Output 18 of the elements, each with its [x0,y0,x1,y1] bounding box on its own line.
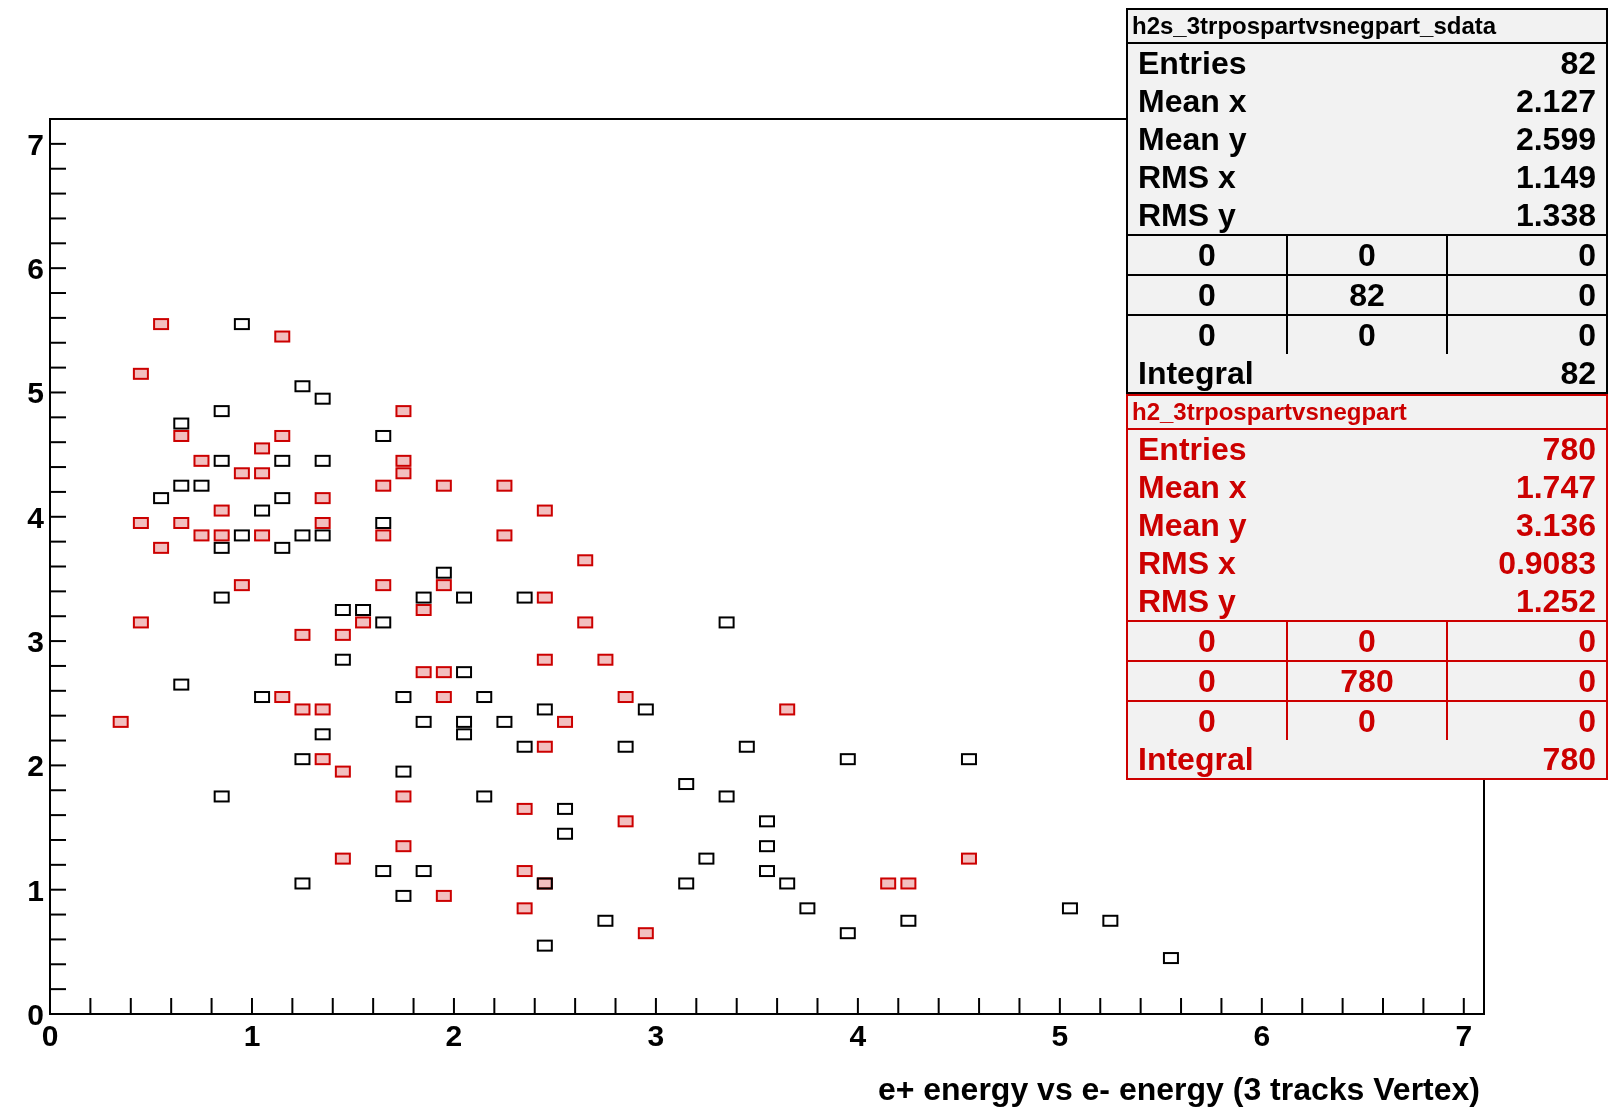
x-tick-label: 7 [1455,1019,1473,1052]
stats-table: h2_3trpospartvsnegpart Entries 780 Mean x 1.747 Mean y 3.136 RMS x 0.9083 RMS y 1.252 0 0 0 0 780 0 0 0 0 Integral 780 [1126,394,1608,780]
y-tick-label: 5 [27,376,44,410]
x-tick-label: 3 [647,1019,665,1052]
x-tick-label: 5 [1051,1019,1069,1052]
x-tick-label: 4 [849,1019,867,1052]
y-tick-label: 3 [27,625,44,659]
stats-table: h2s_3trpospartvsnegpart_sdata Entries 82 Mean x 2.127 Mean y 2.599 RMS x 1.149 RMS y 1.338 0 0 0 0 82 0 0 0 0 Integral 82 [1126,8,1608,394]
y-tick-label: 2 [27,749,44,783]
y-tick-label: 0 [27,998,44,1031]
y-tick-label: 7 [27,127,44,161]
x-tick-label: 1 [243,1019,261,1052]
x-tick-label: 6 [1253,1019,1271,1052]
y-tick-label: 1 [27,873,44,907]
x-axis-title: e+ energy vs e- energy (3 tracks Vertex) [877,1071,1480,1107]
y-tick-label: 6 [27,252,44,286]
x-tick-label: 2 [445,1019,463,1052]
y-tick-label: 4 [27,500,45,534]
